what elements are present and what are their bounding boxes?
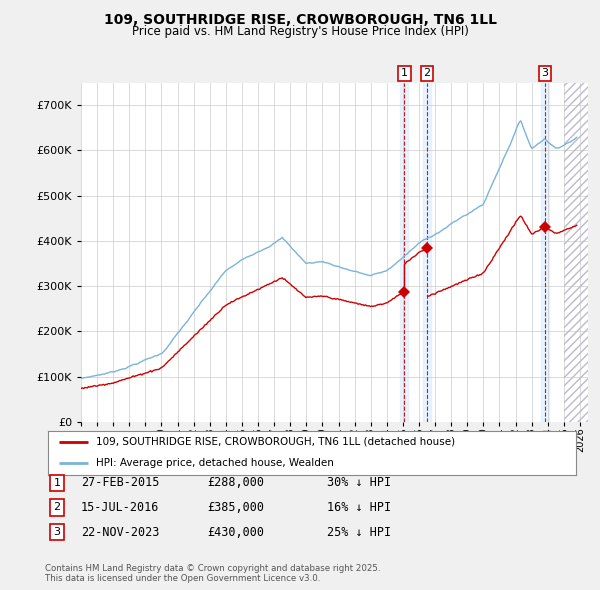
- Bar: [400, 83, 408, 422]
- Text: 109, SOUTHRIDGE RISE, CROWBOROUGH, TN6 1LL (detached house): 109, SOUTHRIDGE RISE, CROWBOROUGH, TN6 1…: [95, 437, 455, 447]
- Bar: [541, 83, 549, 422]
- Bar: [423, 83, 431, 422]
- Text: 3: 3: [53, 527, 61, 537]
- Bar: [564, 83, 588, 422]
- Text: 1: 1: [401, 68, 408, 78]
- Text: Price paid vs. HM Land Registry's House Price Index (HPI): Price paid vs. HM Land Registry's House …: [131, 25, 469, 38]
- Text: 15-JUL-2016: 15-JUL-2016: [81, 501, 160, 514]
- Text: 22-NOV-2023: 22-NOV-2023: [81, 526, 160, 539]
- Bar: [564, 83, 588, 422]
- Text: 27-FEB-2015: 27-FEB-2015: [81, 476, 160, 489]
- Text: Contains HM Land Registry data © Crown copyright and database right 2025.
This d: Contains HM Land Registry data © Crown c…: [45, 563, 380, 583]
- Text: 109, SOUTHRIDGE RISE, CROWBOROUGH, TN6 1LL: 109, SOUTHRIDGE RISE, CROWBOROUGH, TN6 1…: [104, 13, 497, 27]
- Text: 16% ↓ HPI: 16% ↓ HPI: [327, 501, 391, 514]
- Text: £385,000: £385,000: [207, 501, 264, 514]
- Text: HPI: Average price, detached house, Wealden: HPI: Average price, detached house, Weal…: [95, 458, 334, 467]
- Text: £430,000: £430,000: [207, 526, 264, 539]
- Text: 1: 1: [53, 478, 61, 487]
- Text: 3: 3: [542, 68, 548, 78]
- Text: 30% ↓ HPI: 30% ↓ HPI: [327, 476, 391, 489]
- Text: 25% ↓ HPI: 25% ↓ HPI: [327, 526, 391, 539]
- Text: 2: 2: [424, 68, 431, 78]
- Text: £288,000: £288,000: [207, 476, 264, 489]
- Text: 2: 2: [53, 503, 61, 512]
